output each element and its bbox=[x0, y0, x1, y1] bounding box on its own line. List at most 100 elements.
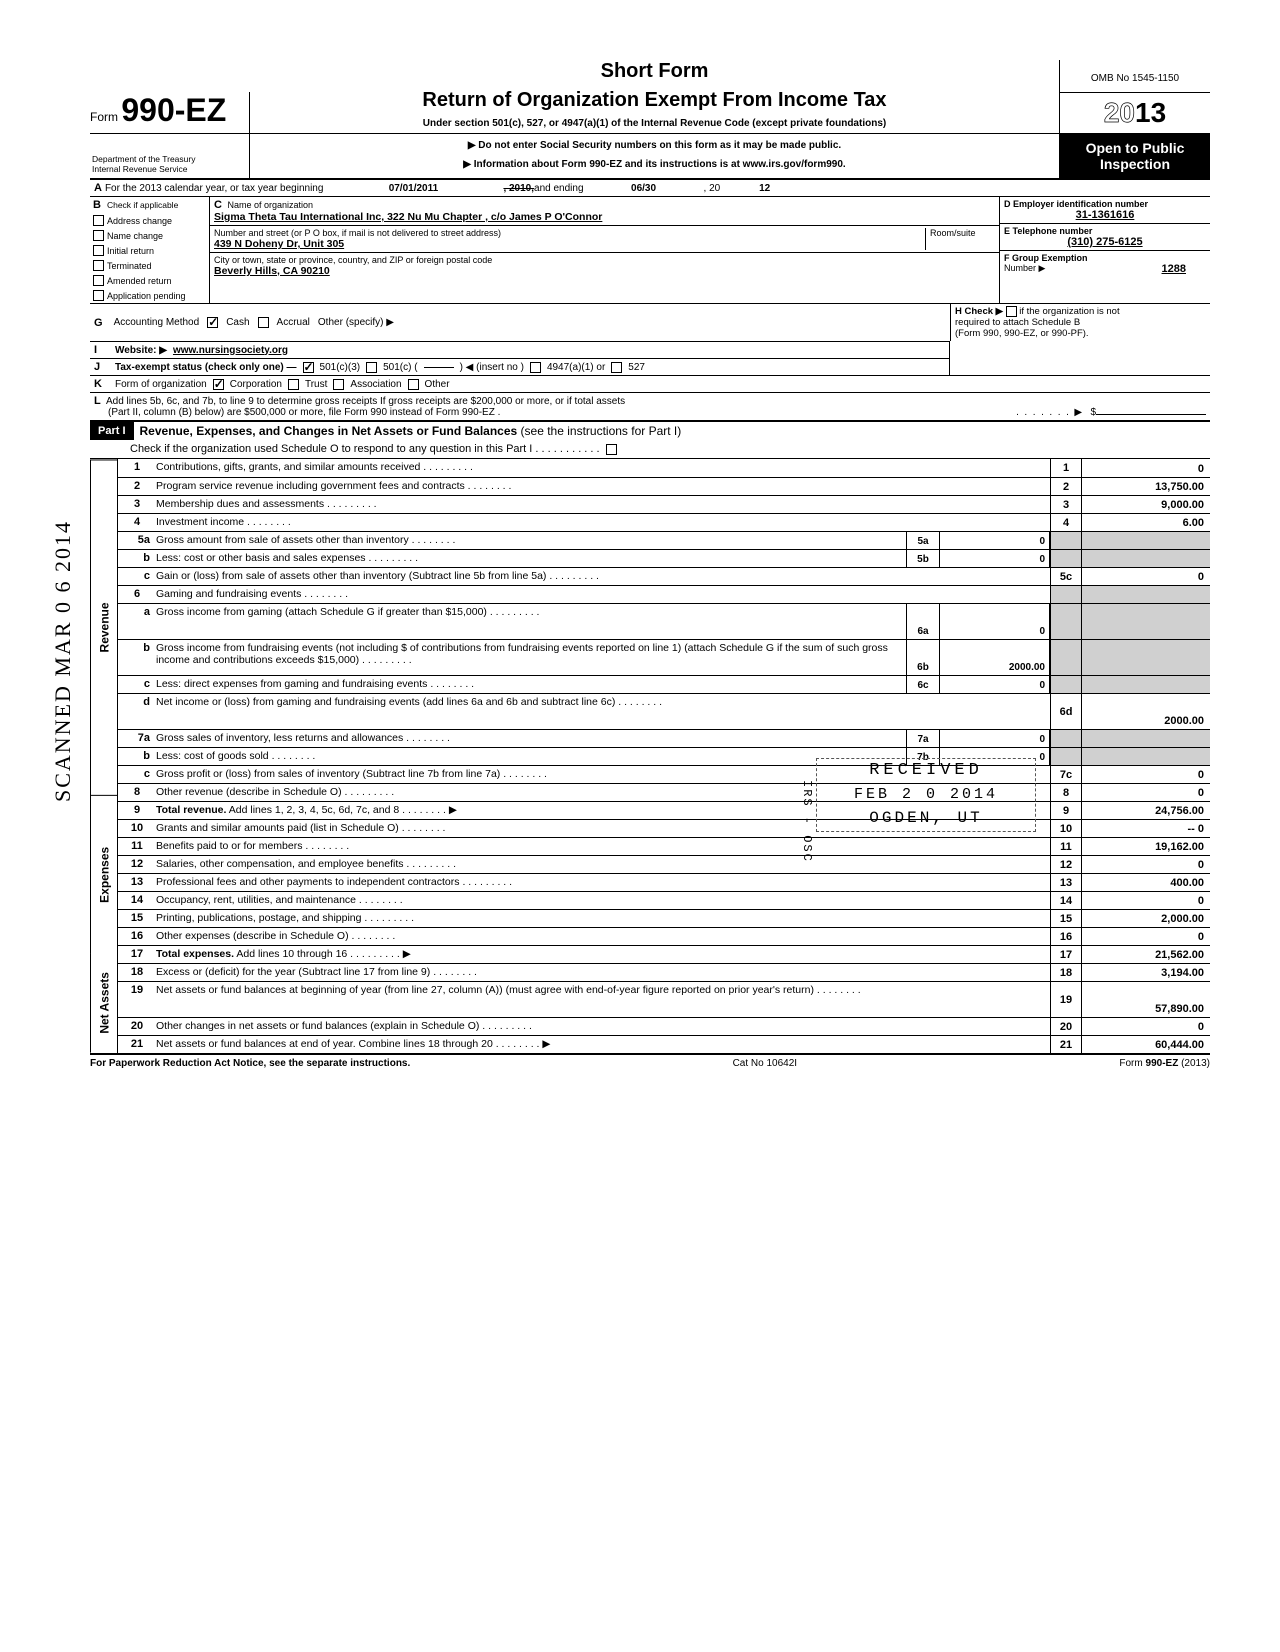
checkbox-icon[interactable] bbox=[93, 245, 104, 256]
chk-amended[interactable]: Amended return bbox=[90, 273, 209, 288]
e-label: E Telephone number bbox=[1004, 226, 1092, 236]
line-text: Salaries, other compensation, and employ… bbox=[156, 856, 1050, 873]
group-exemption-value: 1288 bbox=[1162, 263, 1206, 275]
table-row: aGross income from gaming (attach Schedu… bbox=[118, 603, 1210, 639]
col-b-header: B Check if applicable bbox=[90, 197, 209, 213]
chk-h[interactable] bbox=[1006, 306, 1017, 317]
chk-trust[interactable] bbox=[288, 379, 299, 390]
chk-4947[interactable] bbox=[530, 362, 541, 373]
chk-527[interactable] bbox=[611, 362, 622, 373]
mid-box-number: 6c bbox=[906, 676, 940, 693]
short-form-title: Short Form bbox=[258, 60, 1051, 83]
chk-corp[interactable] bbox=[213, 379, 224, 390]
f-label1: F Group Exemption bbox=[1004, 253, 1088, 263]
mid-box-value: 2000.00 bbox=[940, 640, 1050, 675]
table-row: 15Printing, publications, postage, and s… bbox=[118, 909, 1210, 927]
mid-box-number: 6a bbox=[906, 604, 940, 639]
mid-box-number: 6b bbox=[906, 640, 940, 675]
line-text: Investment income . . . . . . . . bbox=[156, 514, 1050, 531]
chk-label: Terminated bbox=[107, 261, 152, 271]
part-1-title: Revenue, Expenses, and Changes in Net As… bbox=[134, 424, 682, 438]
line-text: Gain or (loss) from sale of assets other… bbox=[156, 568, 1050, 585]
line-number: 11 bbox=[118, 838, 156, 855]
line-text: Gross income from gaming (attach Schedul… bbox=[156, 604, 906, 639]
under-section: Under section 501(c), 527, or 4947(a)(1)… bbox=[258, 118, 1051, 129]
line-text: Net income or (loss) from gaming and fun… bbox=[156, 694, 1050, 729]
checkbox-icon[interactable] bbox=[93, 215, 104, 226]
street-address: 439 N Doheny Dr, Unit 305 bbox=[214, 238, 344, 250]
chk-501c3[interactable] bbox=[303, 362, 314, 373]
table-row: 10Grants and similar amounts paid (list … bbox=[118, 819, 1210, 837]
line-text: Gross profit or (loss) from sales of inv… bbox=[156, 766, 1050, 783]
line-number: 4 bbox=[118, 514, 156, 531]
chk-schedule-o[interactable] bbox=[606, 444, 617, 455]
l-text1: Add lines 5b, 6c, and 7b, to line 9 to d… bbox=[106, 396, 625, 407]
d-label: D Employer identification number bbox=[1004, 199, 1148, 209]
table-row: 20Other changes in net assets or fund ba… bbox=[118, 1017, 1210, 1035]
table-row: 11Benefits paid to or for members . . . … bbox=[118, 837, 1210, 855]
open-to-public: Open to Public Inspection bbox=[1060, 134, 1210, 178]
dept-line-2: Internal Revenue Service bbox=[92, 164, 247, 174]
d-ein-row: D Employer identification number 31-1361… bbox=[1000, 197, 1210, 224]
line-text: Total revenue. Add lines 1, 2, 3, 4, 5c,… bbox=[156, 802, 1050, 819]
table-row: 18Excess or (deficit) for the year (Subt… bbox=[118, 963, 1210, 981]
line-text: Contributions, gifts, grants, and simila… bbox=[156, 459, 1050, 477]
line-j: J Tax-exempt status (check only one) — 5… bbox=[90, 358, 950, 375]
right-header-col: OMB No 1545-1150 2013 bbox=[1060, 65, 1210, 133]
line-number: 2 bbox=[118, 478, 156, 495]
part-1-label: Part I bbox=[90, 422, 134, 440]
c-name-row: C Name of organization Sigma Theta Tau I… bbox=[210, 197, 999, 226]
checkbox-icon[interactable] bbox=[93, 260, 104, 271]
checkbox-icon[interactable] bbox=[93, 230, 104, 241]
addr-label: Number and street (or P O box, if mail i… bbox=[214, 228, 501, 238]
line-k: K Form of organization Corporation Trust… bbox=[90, 375, 1210, 392]
k-other: Other bbox=[425, 379, 450, 390]
label-k: K bbox=[94, 378, 106, 390]
table-row: 7aGross sales of inventory, less returns… bbox=[118, 729, 1210, 747]
checkbox-icon[interactable] bbox=[93, 290, 104, 301]
right-number: 1 bbox=[1050, 459, 1082, 477]
year-outline: 20 bbox=[1104, 97, 1135, 128]
line-number: b bbox=[118, 550, 156, 567]
line-text: Professional fees and other payments to … bbox=[156, 874, 1050, 891]
line-number: 12 bbox=[118, 856, 156, 873]
netassets-label: Net Assets bbox=[90, 954, 118, 1053]
chk-accrual[interactable] bbox=[258, 317, 269, 328]
i-text: Website: ▶ bbox=[115, 345, 167, 356]
table-row: bGross income from fundraising events (n… bbox=[118, 639, 1210, 675]
mid-box-value: 0 bbox=[940, 730, 1050, 747]
right-number: 15 bbox=[1050, 910, 1082, 927]
checkbox-icon[interactable] bbox=[93, 275, 104, 286]
chk-terminated[interactable]: Terminated bbox=[90, 258, 209, 273]
table-row: bLess: cost of goods sold . . . . . . . … bbox=[118, 747, 1210, 765]
label-i: I bbox=[94, 344, 106, 356]
line-number: 6 bbox=[118, 586, 156, 603]
line-a-text3: , 20 bbox=[704, 183, 721, 194]
dept-cell: Department of the Treasury Internal Reve… bbox=[90, 134, 250, 178]
chk-assoc[interactable] bbox=[333, 379, 344, 390]
right-number: 6d bbox=[1050, 694, 1082, 729]
city-state-zip: Beverly Hills, CA 90210 bbox=[214, 265, 330, 277]
right-number: 20 bbox=[1050, 1018, 1082, 1035]
mid-box-number: 5a bbox=[906, 532, 940, 549]
chk-name-change[interactable]: Name change bbox=[90, 228, 209, 243]
table-row: 3Membership dues and assessments . . . .… bbox=[118, 495, 1210, 513]
room-suite: Room/suite bbox=[925, 228, 995, 250]
chk-501c[interactable] bbox=[366, 362, 377, 373]
org-name: Sigma Theta Tau International Inc, 322 N… bbox=[214, 211, 602, 223]
table-row: 4Investment income . . . . . . . .46.00 bbox=[118, 513, 1210, 531]
right-value-shaded bbox=[1082, 730, 1210, 747]
chk-other[interactable] bbox=[408, 379, 419, 390]
ein-value: 31-1361616 bbox=[1004, 209, 1206, 221]
right-number: 2 bbox=[1050, 478, 1082, 495]
right-value: 21,562.00 bbox=[1082, 946, 1210, 963]
instruction-cell: ▶ Do not enter Social Security numbers o… bbox=[250, 134, 1060, 178]
chk-cash[interactable] bbox=[207, 317, 218, 328]
line-number: 10 bbox=[118, 820, 156, 837]
right-number-shaded bbox=[1050, 676, 1082, 693]
chk-app-pending[interactable]: Application pending bbox=[90, 288, 209, 303]
chk-address-change[interactable]: Address change bbox=[90, 213, 209, 228]
line-text: Program service revenue including govern… bbox=[156, 478, 1050, 495]
chk-initial-return[interactable]: Initial return bbox=[90, 243, 209, 258]
g-text: Accounting Method bbox=[114, 317, 200, 328]
